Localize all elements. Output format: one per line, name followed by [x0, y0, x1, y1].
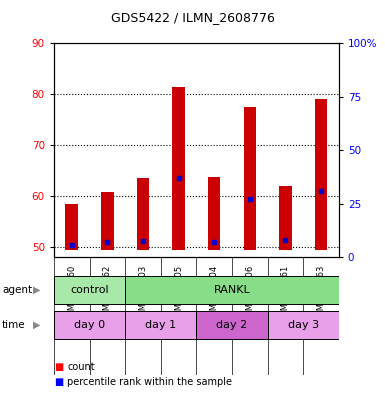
Bar [244, 107, 256, 250]
Bar [101, 192, 114, 250]
Bar [315, 99, 327, 250]
Text: count: count [67, 362, 95, 373]
Text: RANKL: RANKL [214, 285, 250, 295]
Bar [208, 177, 220, 250]
Bar [196, 311, 268, 339]
Bar [54, 276, 125, 304]
Text: ■: ■ [54, 377, 63, 387]
Text: ▶: ▶ [33, 320, 40, 330]
Text: day 2: day 2 [216, 320, 248, 330]
Text: ▶: ▶ [33, 285, 40, 295]
Text: agent: agent [2, 285, 32, 295]
Text: day 3: day 3 [288, 320, 319, 330]
Text: GDS5422 / ILMN_2608776: GDS5422 / ILMN_2608776 [110, 11, 275, 24]
Text: day 0: day 0 [74, 320, 105, 330]
Bar [54, 311, 125, 339]
Text: percentile rank within the sample: percentile rank within the sample [67, 377, 233, 387]
Bar [172, 86, 185, 250]
Bar [125, 276, 339, 304]
Bar [268, 311, 339, 339]
Text: ■: ■ [54, 362, 63, 373]
Bar [137, 178, 149, 250]
Bar [65, 204, 78, 250]
Text: day 1: day 1 [145, 320, 176, 330]
Text: time: time [2, 320, 25, 330]
Bar [279, 186, 291, 250]
Text: control: control [70, 285, 109, 295]
Bar [125, 311, 196, 339]
